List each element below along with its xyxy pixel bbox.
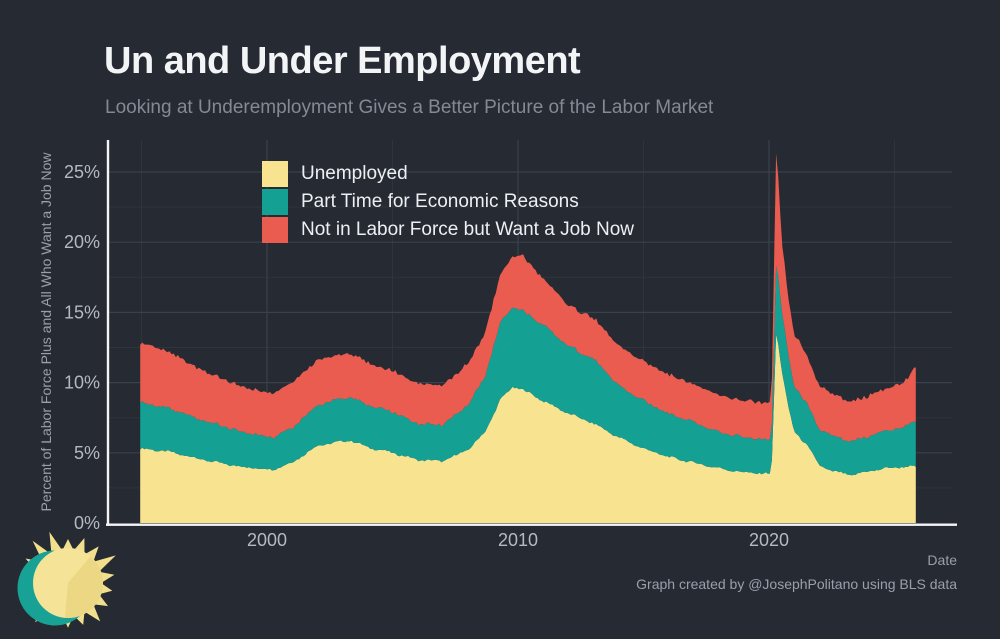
sun-logo [17, 531, 116, 628]
legend-label-part-time: Part Time for Economic Reasons [301, 190, 579, 212]
area-part-time-economic-reasons [140, 266, 916, 476]
y-axis-line [106, 140, 110, 526]
legend-label-unemployed: Unemployed [301, 162, 408, 184]
x-axis-line [106, 523, 957, 526]
chart-legend: Unemployed Part Time for Economic Reason… [262, 160, 634, 244]
legend-item-unemployed: Unemployed [262, 160, 634, 187]
legend-swatch-want-job [262, 216, 288, 243]
area-unemployed [140, 334, 916, 523]
legend-item-want-job: Not in Labor Force but Want a Job Now [262, 216, 634, 243]
x-tick-label: 2000 [247, 530, 287, 550]
y-tick-label: 20% [64, 232, 100, 252]
y-tick-label: 15% [64, 302, 100, 322]
y-tick-label: 5% [74, 443, 100, 463]
legend-swatch-unemployed [262, 160, 288, 187]
x-axis-title: Date [927, 552, 957, 568]
page-subtitle: Looking at Underemployment Gives a Bette… [105, 97, 714, 118]
y-tick-label: 25% [64, 162, 100, 182]
y-axis-title: Percent of Labor Force Plus and All Who … [38, 152, 54, 512]
legend-swatch-part-time [262, 188, 288, 215]
legend-label-want-job: Not in Labor Force but Want a Job Now [301, 218, 635, 240]
x-tick-label: 2020 [749, 530, 789, 550]
y-tick-label: 10% [64, 373, 100, 393]
sun-shade-wedge-icon [64, 556, 104, 619]
area-not-in-labor-force-want-job [140, 153, 916, 442]
credit-text: Graph created by @JosephPolitano using B… [636, 576, 957, 592]
y-tick-label: 0% [74, 513, 100, 533]
page-title: Un and Under Employment [104, 40, 581, 82]
legend-item-part-time: Part Time for Economic Reasons [262, 188, 634, 215]
x-tick-label: 2010 [498, 530, 538, 550]
